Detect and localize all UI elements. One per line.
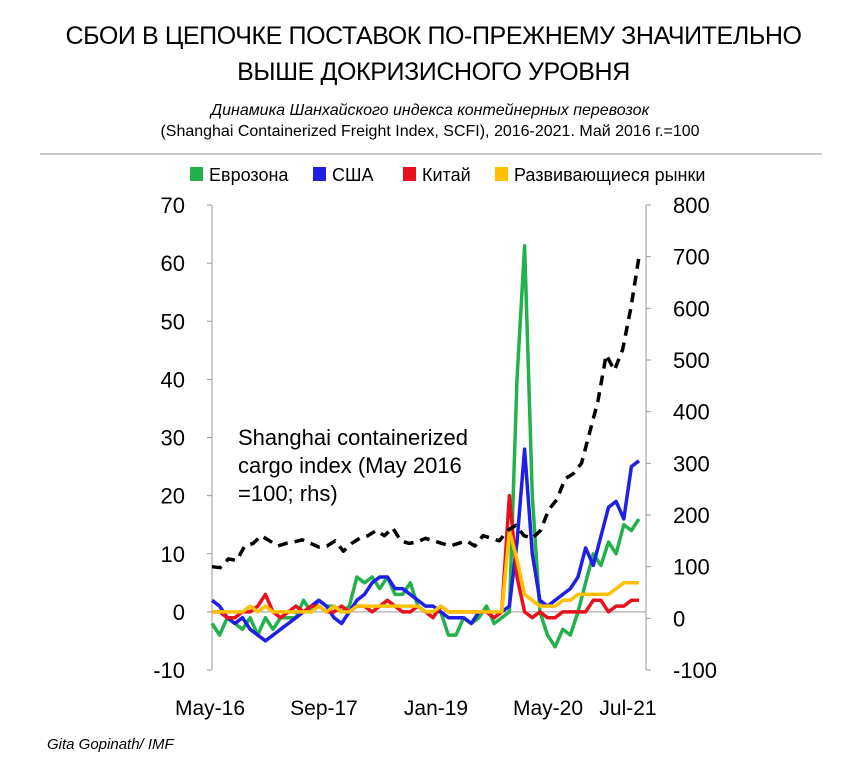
right-tick-label: 800	[673, 193, 710, 218]
series-line-США	[210, 447, 641, 643]
right-tick-label: 700	[673, 245, 710, 270]
chart-title-line1: СБОИ В ЦЕПОЧКЕ ПОСТАВОК ПО-ПРЕЖНЕМУ ЗНАЧ…	[65, 22, 802, 50]
chart-subtitle-line1: Динамика Шанхайского индекса контейнерны…	[210, 102, 650, 119]
x-tick-label: Jan-19	[404, 697, 468, 720]
legend-swatch	[313, 167, 326, 181]
series-line-scfi-index	[211, 256, 641, 570]
title-divider	[40, 153, 822, 155]
x-tick-label: May-16	[175, 697, 245, 720]
legend-label: Развивающиеся рынки	[514, 165, 705, 185]
left-tick-label: 10	[161, 542, 185, 567]
right-tick-label: 500	[673, 348, 710, 373]
right-tick-label: -100	[673, 658, 717, 683]
annotation-line: =100; rhs)	[238, 481, 338, 506]
x-tick-label: Sep-17	[290, 697, 358, 720]
x-tick-label: Jul-21	[599, 697, 656, 720]
legend-swatch	[495, 167, 508, 181]
left-tick-label: 40	[161, 367, 185, 392]
left-tick-label: 50	[161, 309, 185, 334]
right-tick-label: 300	[673, 451, 710, 476]
annotation-line: cargo index (May 2016	[238, 453, 462, 478]
series-lines	[210, 243, 641, 649]
legend-swatch	[190, 167, 203, 181]
legend-label: Еврозона	[209, 165, 289, 185]
series-line-Китай	[212, 493, 639, 620]
left-tick-label: 70	[161, 193, 185, 218]
right-tick-label: 0	[673, 606, 685, 631]
series-line-Развивающиеся рынки	[212, 528, 639, 614]
right-tick-label: 600	[673, 296, 710, 321]
legend: Еврозона США Китай Развивающиеся рынки	[190, 165, 705, 185]
right-tick-label: 100	[673, 555, 710, 580]
chart-subtitle-line2: (Shanghai Containerized Freight Index, S…	[160, 123, 700, 140]
legend-label: США	[332, 165, 374, 185]
left-tick-label: -10	[153, 658, 185, 683]
left-tick-label: 60	[161, 251, 185, 276]
left-tick-label: 0	[173, 600, 185, 625]
annotation: Shanghai containerized cargo index (May 2…	[238, 425, 468, 506]
left-tick-label: 20	[161, 484, 185, 509]
source-credit: Gita Gopinath/ IMF	[47, 736, 174, 753]
right-tick-label: 200	[673, 503, 710, 528]
x-tick-label: May-20	[513, 697, 583, 720]
legend-label: Китай	[422, 165, 471, 185]
legend-swatch	[403, 167, 416, 181]
right-tick-label: 400	[673, 400, 710, 425]
left-tick-label: 30	[161, 426, 185, 451]
annotation-line: Shanghai containerized	[238, 425, 468, 450]
chart-title-line2: ВЫШЕ ДОКРИЗИСНОГО УРОВНЯ	[237, 58, 630, 86]
